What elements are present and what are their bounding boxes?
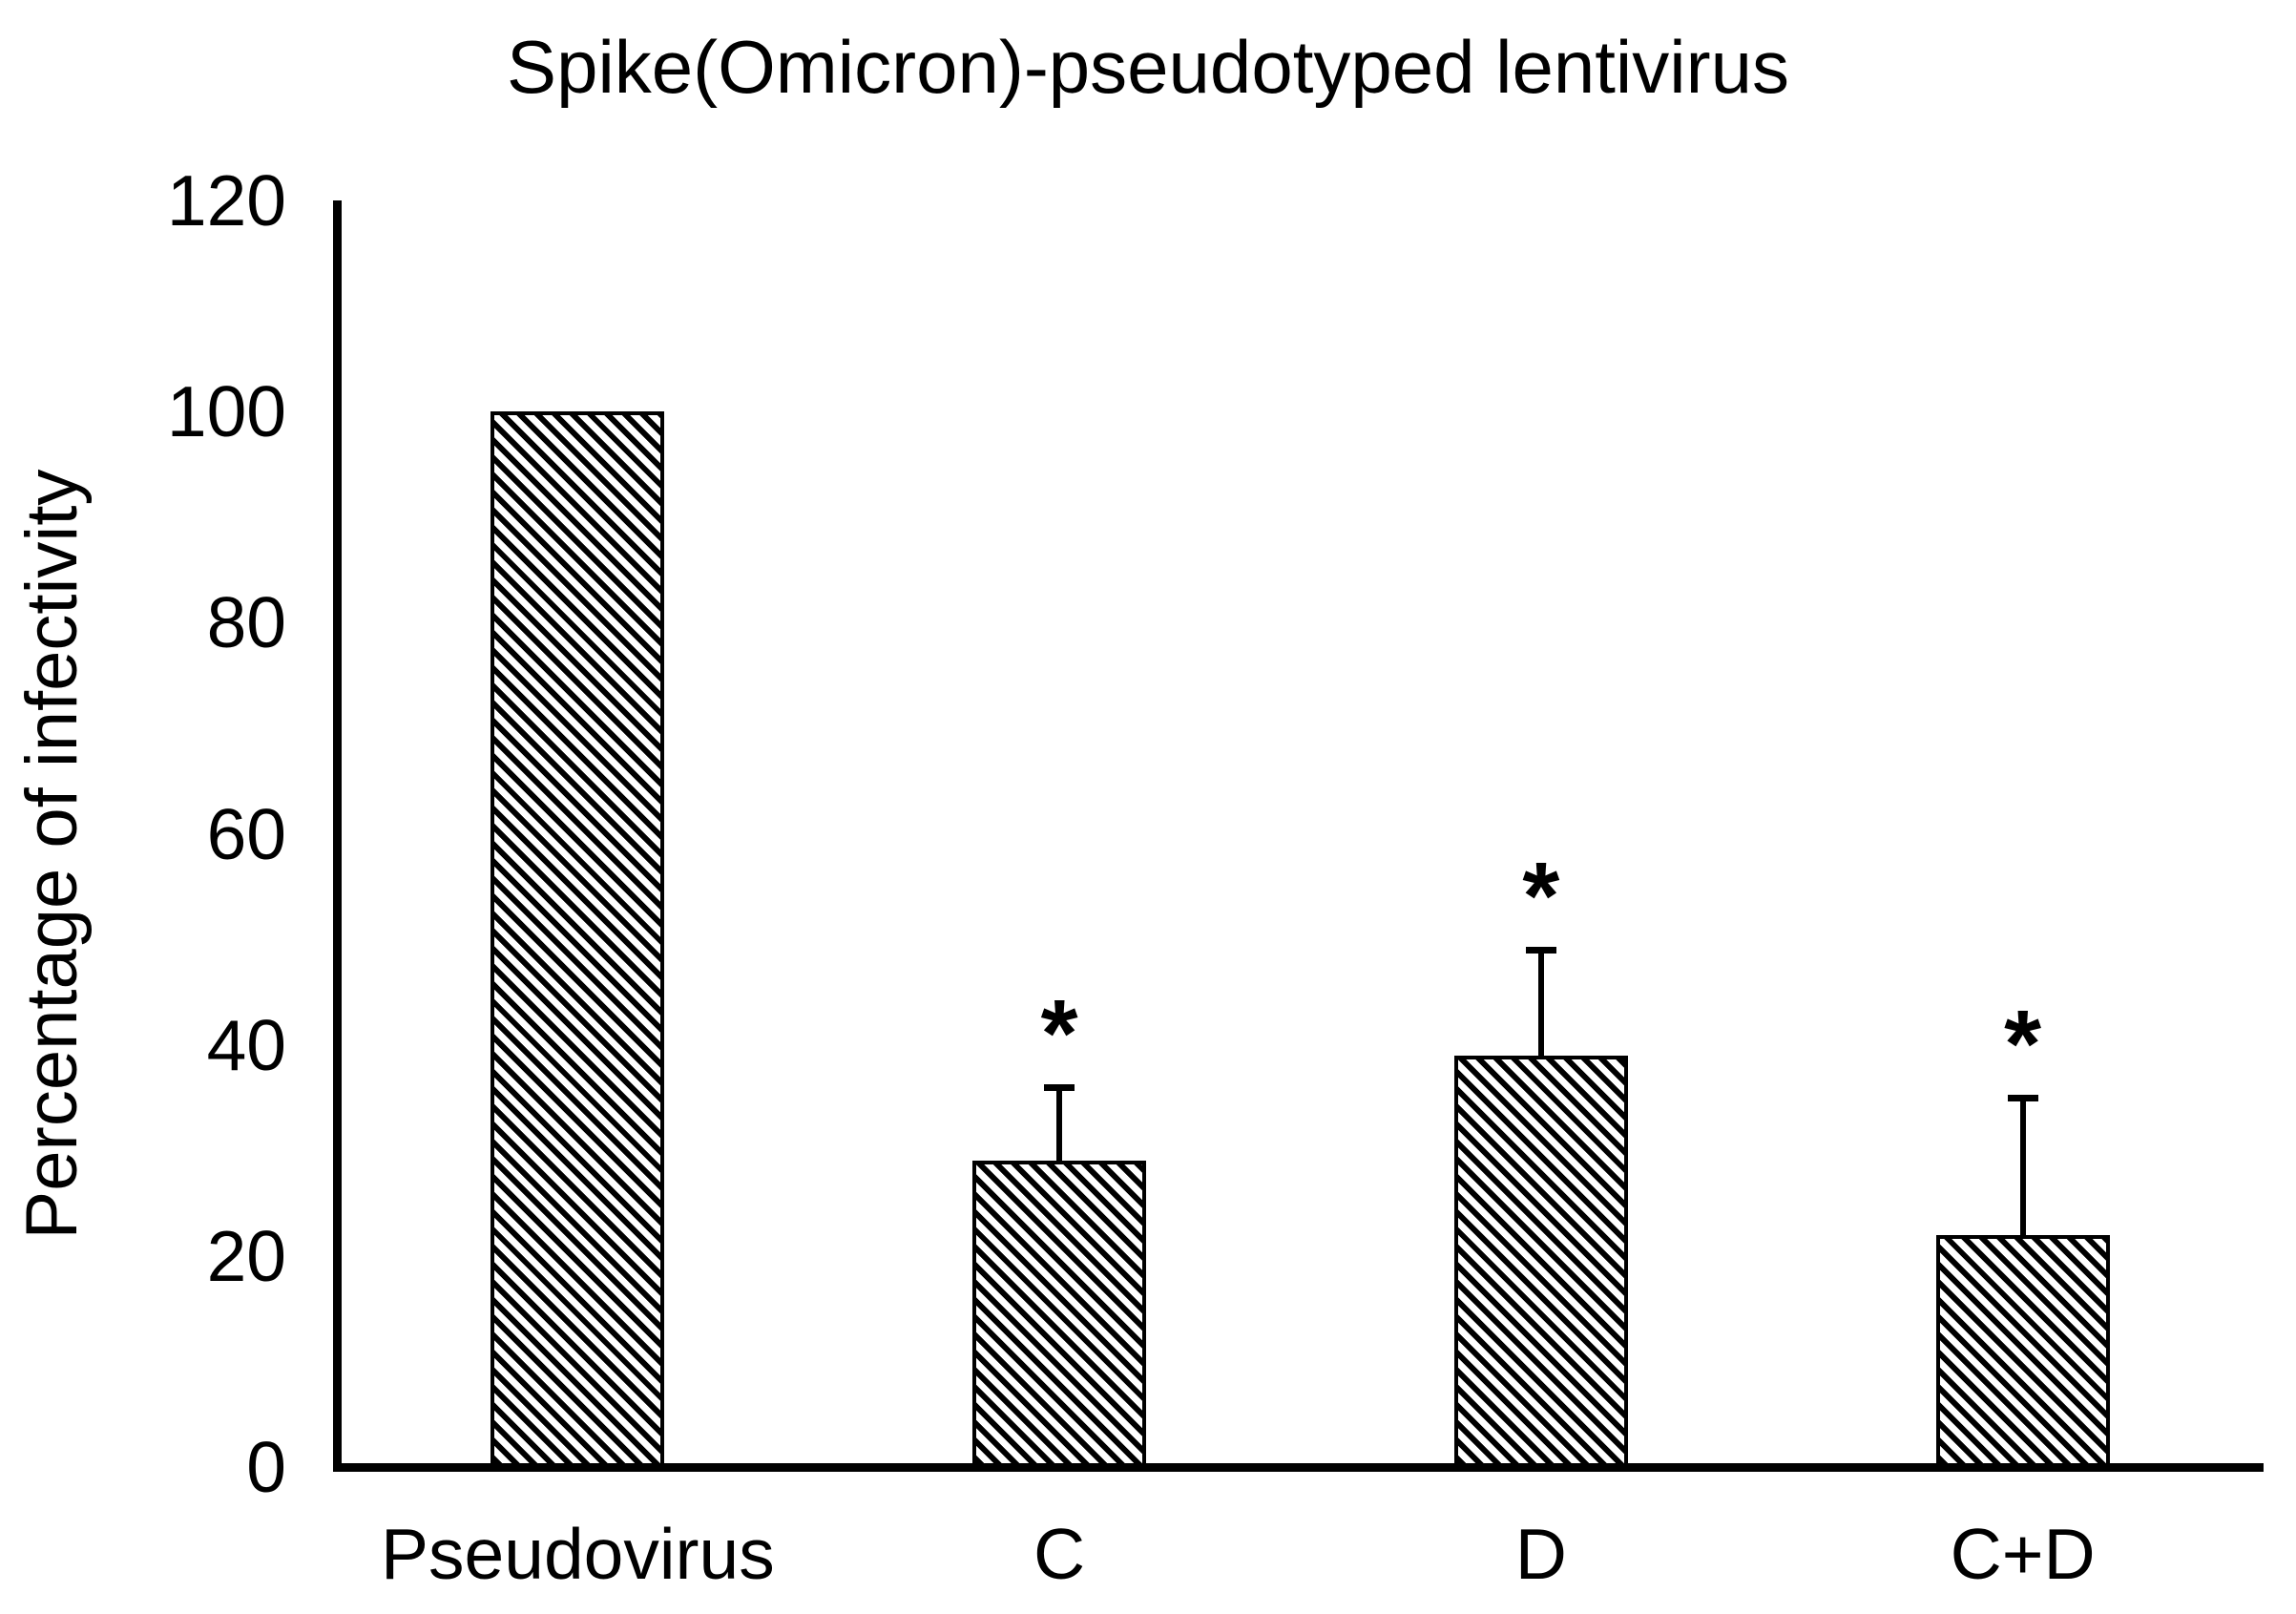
error-bar-cap [1525, 947, 1556, 954]
y-tick-label: 100 [166, 371, 286, 452]
x-tick-label: Pseudovirus [381, 1514, 775, 1594]
bar-c [972, 1161, 1147, 1467]
error-bar-stem [1056, 1086, 1063, 1162]
chart-title: Spike(Omicron)-pseudotyped lentivirus [507, 25, 1789, 109]
significance-marker: * [2004, 990, 2042, 1098]
x-tick-label: D [1514, 1514, 1567, 1594]
y-tick-label: 20 [206, 1215, 286, 1296]
bar-d [1453, 1055, 1628, 1467]
y-tick-label: 60 [206, 793, 286, 874]
error-bar-stem [2019, 1097, 2026, 1235]
y-tick-label: 120 [166, 160, 286, 241]
x-axis-line [333, 1463, 2264, 1472]
error-bar-stem [1537, 950, 1544, 1056]
significance-marker: * [1040, 979, 1078, 1087]
error-bar-cap [1044, 1083, 1075, 1091]
y-tick-label: 80 [206, 582, 286, 663]
error-bar-cap [2007, 1094, 2038, 1101]
bar-c-d [1935, 1234, 2110, 1467]
y-axis-line [333, 200, 342, 1472]
significance-marker: * [1522, 843, 1560, 951]
y-tick-label: 40 [206, 1004, 286, 1085]
bar-pseudovirus [491, 411, 665, 1467]
x-tick-label: C+D [1950, 1514, 2096, 1594]
x-tick-label: C [1033, 1514, 1086, 1594]
y-tick-label: 0 [246, 1427, 286, 1507]
